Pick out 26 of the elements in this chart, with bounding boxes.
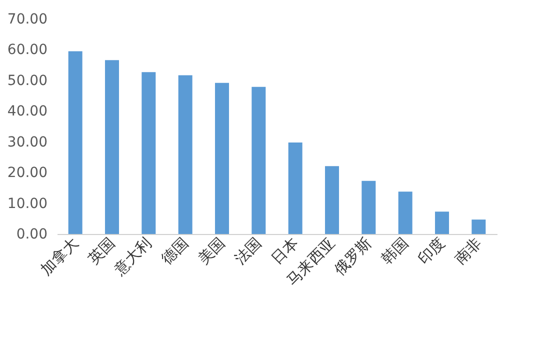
bar [472, 220, 486, 234]
bar [178, 75, 192, 234]
y-tick-label: 10.00 [7, 196, 48, 212]
y-tick-label: 40.00 [7, 104, 48, 120]
bar [105, 60, 119, 234]
bar [362, 180, 376, 234]
y-tick-label: 70.00 [7, 12, 48, 28]
y-tick-label: 20.00 [7, 165, 48, 182]
bar [435, 212, 449, 234]
bar [325, 166, 339, 234]
y-tick-label: 30.00 [7, 134, 48, 150]
x-tick-label: 法国 [231, 234, 266, 268]
bar [142, 72, 156, 234]
x-tick-label: 南非 [451, 234, 486, 268]
y-tick-label: 60.00 [7, 42, 48, 58]
bar [288, 142, 302, 234]
bar [68, 51, 82, 234]
bar [252, 86, 266, 234]
y-tick-label: 0.00 [16, 226, 48, 242]
x-tick-label: 德国 [158, 234, 192, 268]
x-tick-label: 印度 [414, 234, 448, 268]
bar [398, 192, 412, 234]
bar [215, 82, 229, 234]
x-tick-label: 美国 [194, 234, 228, 268]
x-tick-label: 韩国 [378, 234, 412, 268]
y-tick-label: 50.00 [7, 72, 48, 89]
